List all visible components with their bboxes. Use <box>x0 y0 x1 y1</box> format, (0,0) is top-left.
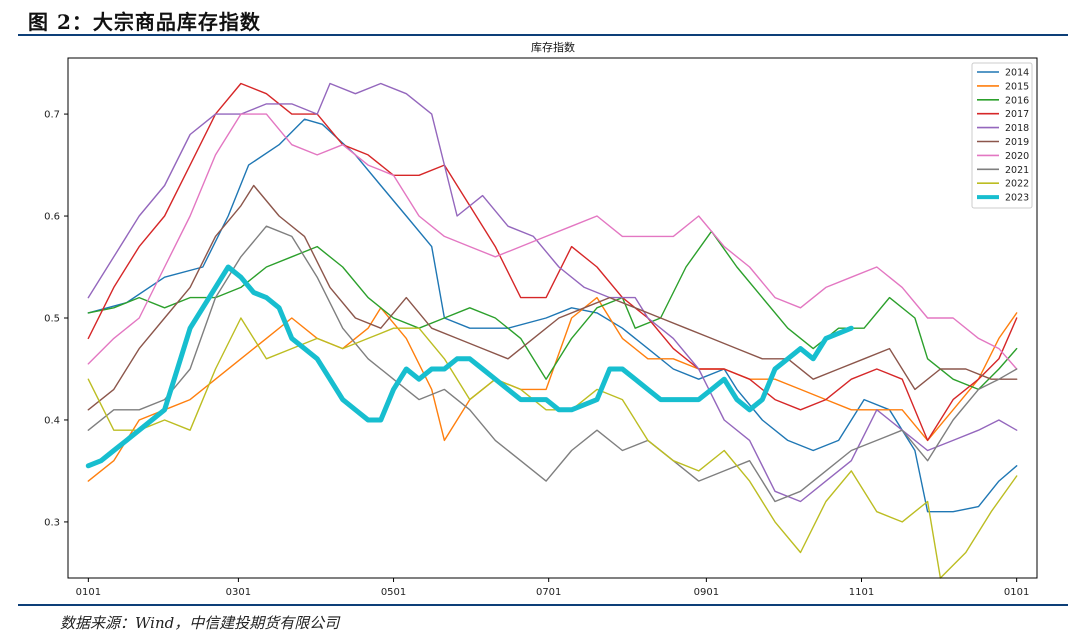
legend-label-2022: 2022 <box>1005 179 1029 190</box>
x-tick-label: 0901 <box>694 587 719 598</box>
series-line-2017 <box>87 82 1018 442</box>
x-tick-label: 0701 <box>536 587 561 598</box>
series-line-2022 <box>87 317 1018 579</box>
legend-label-2019: 2019 <box>1005 137 1029 148</box>
series-line-2016 <box>87 230 1018 391</box>
legend: 2014 2015 2016 2017 2018 2019 2020 2021 2022 2023 <box>971 62 1033 209</box>
legend-label-2020: 2020 <box>1005 151 1029 162</box>
legend-label-2017: 2017 <box>1005 109 1029 120</box>
legend-label-2014: 2014 <box>1005 68 1029 79</box>
series-line-2020 <box>87 113 1018 370</box>
y-tick-label: 0.3 <box>44 517 60 528</box>
legend-label-2016: 2016 <box>1005 95 1029 106</box>
legend-label-2015: 2015 <box>1005 81 1029 92</box>
legend-label-2023: 2023 <box>1005 193 1029 204</box>
series-line-2019 <box>87 184 1018 411</box>
x-tick-label: 0501 <box>381 587 406 598</box>
series-line-2023 <box>85 264 854 469</box>
legend-label-2021: 2021 <box>1005 165 1029 176</box>
series-line-2018 <box>87 82 1018 503</box>
x-tick-label: 0301 <box>226 587 251 598</box>
y-tick-label: 0.4 <box>44 415 60 426</box>
top-rule <box>18 34 1068 36</box>
y-tick-label: 0.7 <box>44 110 60 121</box>
x-tick-label: 0101 <box>76 587 101 598</box>
series-line-2021 <box>87 225 1018 503</box>
axes-frame <box>67 57 1038 579</box>
figure-title: 图 2：大宗商品库存指数 <box>28 10 261 34</box>
bottom-rule <box>18 604 1068 606</box>
chart-title: 库存指数 <box>531 40 575 54</box>
legend-label-2018: 2018 <box>1005 123 1029 134</box>
x-tick-label: 0101 <box>1004 587 1029 598</box>
series-line-2015 <box>87 296 1018 482</box>
series-line-2014 <box>87 118 1018 513</box>
y-tick-label: 0.6 <box>44 212 60 223</box>
y-tick-label: 0.5 <box>44 314 60 325</box>
x-tick-label: 1101 <box>849 587 874 598</box>
source-note: 数据来源：Wind，中信建投期货有限公司 <box>60 614 340 632</box>
plot-area: 0.3 0.4 0.5 0.6 0.7 0101 0301 0501 0701 0901 1101 0… <box>44 82 1029 598</box>
